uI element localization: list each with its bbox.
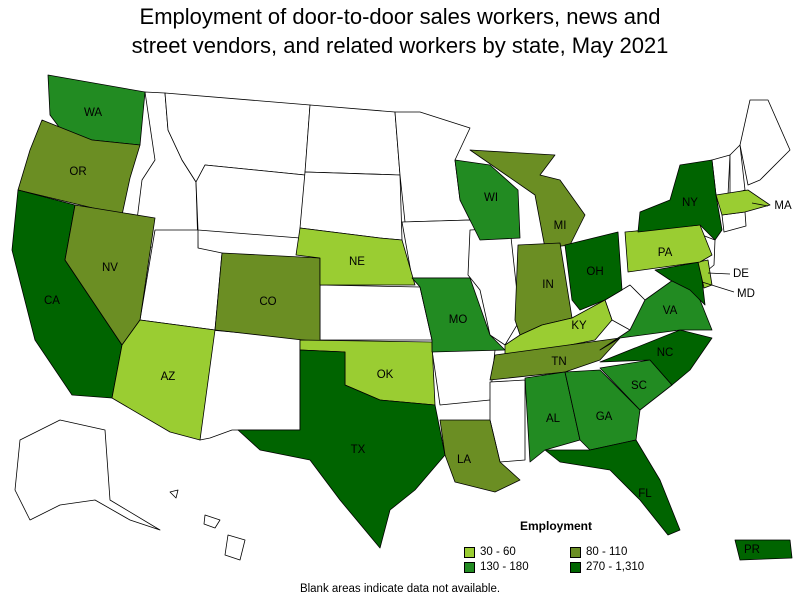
state-ms[interactable]	[489, 379, 526, 463]
map-title-line1: Employment of door-to-door sales workers…	[139, 4, 661, 29]
legend-item-4: 270 - 1,310	[570, 561, 644, 573]
map-title-line2: street vendors, and related workers by s…	[131, 33, 669, 58]
state-tx[interactable]	[237, 349, 446, 549]
state-ny[interactable]	[637, 159, 723, 241]
legend-swatch-2	[570, 546, 581, 558]
leader-ma	[751, 202, 769, 207]
state-nm[interactable]	[199, 329, 301, 441]
label-ky: KY	[571, 320, 587, 332]
legend-label-3: 130 - 180	[480, 561, 529, 573]
label-or: OR	[69, 166, 86, 178]
label-nc: NC	[657, 347, 674, 359]
label-ok: OK	[377, 369, 394, 381]
legend-label-4: 270 - 1,310	[586, 561, 645, 573]
map-title: Employment of door-to-door sales workers…	[0, 2, 800, 60]
label-de: DE	[733, 268, 749, 280]
legend-item-2: 80 - 110	[570, 546, 627, 558]
legend-title: Employment	[520, 519, 593, 533]
label-la: LA	[457, 454, 471, 466]
state-ma[interactable]	[715, 189, 771, 216]
label-va: VA	[663, 305, 678, 317]
label-ne: NE	[349, 256, 365, 268]
state-ar[interactable]	[431, 349, 496, 406]
legend-item-1: 30 - 60	[464, 546, 516, 558]
legend-label-2: 80 - 110	[586, 546, 628, 558]
leader-md	[701, 281, 735, 293]
state-tn[interactable]	[489, 337, 621, 381]
state-wi[interactable]	[454, 159, 521, 241]
label-wi: WI	[484, 192, 498, 204]
legend-item-3: 130 - 180	[464, 561, 529, 573]
state-hi-1[interactable]	[169, 489, 179, 499]
state-la[interactable]	[439, 419, 521, 493]
state-or[interactable]	[17, 119, 141, 216]
state-fl[interactable]	[544, 439, 681, 536]
label-az: AZ	[161, 371, 176, 383]
label-pr: PR	[744, 544, 760, 556]
label-mi: MI	[554, 220, 567, 232]
state-hi-2[interactable]	[203, 514, 221, 529]
state-il[interactable]	[467, 227, 521, 346]
state-nd[interactable]	[304, 104, 401, 176]
state-mo[interactable]	[411, 277, 506, 353]
state-al[interactable]	[524, 371, 581, 463]
label-co: CO	[259, 296, 276, 308]
state-ks[interactable]	[319, 284, 433, 341]
legend-label-1: 30 - 60	[480, 546, 516, 558]
legend-swatch-4	[570, 561, 581, 573]
label-oh: OH	[586, 266, 603, 278]
label-nv: NV	[102, 262, 118, 274]
label-tn: TN	[551, 356, 566, 368]
label-ma: MA	[774, 200, 792, 212]
label-ga: GA	[596, 411, 613, 423]
data-availability-note: Blank areas indicate data not available.	[299, 583, 501, 595]
state-wy[interactable]	[195, 164, 306, 239]
label-tx: TX	[351, 444, 366, 456]
label-sc: SC	[631, 380, 647, 392]
label-in: IN	[542, 279, 554, 291]
label-al: AL	[546, 413, 561, 425]
label-mo: MO	[449, 314, 468, 326]
state-ne[interactable]	[295, 227, 416, 286]
no-data-states	[14, 91, 791, 561]
label-fl: FL	[638, 488, 652, 500]
state-me[interactable]	[739, 99, 791, 186]
state-nh[interactable]	[729, 144, 746, 196]
state-ct[interactable]	[721, 211, 747, 233]
state-pr[interactable]	[734, 539, 793, 561]
state-mi[interactable]	[469, 149, 586, 249]
state-labels: WA OR CA NV AZ CO NE OK TX MO LA WI MI I…	[44, 107, 792, 556]
legend-swatch-3	[464, 561, 475, 573]
state-hi-3[interactable]	[224, 534, 246, 561]
state-ak[interactable]	[14, 419, 161, 531]
label-wa: WA	[84, 107, 102, 119]
leader-de	[707, 272, 731, 275]
label-pa: PA	[658, 247, 673, 259]
label-ny: NY	[682, 197, 698, 209]
legend-swatch-1	[464, 546, 475, 558]
label-ca: CA	[44, 295, 60, 307]
label-md: MD	[737, 288, 755, 300]
state-ut[interactable]	[139, 229, 223, 331]
